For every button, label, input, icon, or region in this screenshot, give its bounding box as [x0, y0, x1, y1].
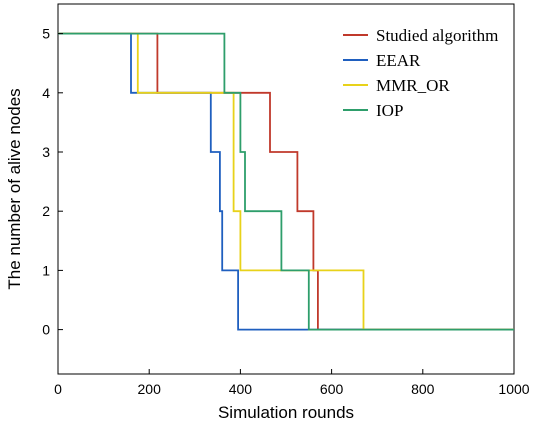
series-line-2	[58, 32, 514, 331]
y-axis-title: The number of alive nodes	[5, 88, 24, 289]
series-line-0	[58, 32, 514, 331]
x-tick-label: 0	[54, 381, 62, 397]
x-tick-label: 400	[229, 381, 253, 397]
legend: Studied algorithm EEAR MMR_OR IOP	[343, 26, 498, 120]
plot-frame	[57, 3, 515, 375]
series-line-1	[58, 32, 514, 331]
y-tick-label: 1	[42, 262, 50, 278]
ticks-layer: 0 200 400 600 800 1000 0 1 2 3 4 5	[42, 26, 530, 397]
y-tick-label: 4	[42, 85, 50, 101]
legend-label-3: IOP	[376, 101, 403, 120]
y-tick-label: 0	[42, 322, 50, 338]
x-tick-label: 1000	[498, 381, 529, 397]
y-tick-label: 3	[42, 144, 50, 160]
x-tick-label: 200	[138, 381, 162, 397]
series-line-3	[58, 32, 514, 331]
legend-label-2: MMR_OR	[376, 76, 450, 95]
legend-label-1: EEAR	[376, 51, 421, 70]
x-tick-label: 800	[411, 381, 435, 397]
y-tick-label: 2	[42, 203, 50, 219]
x-tick-label: 600	[320, 381, 344, 397]
legend-label-0: Studied algorithm	[376, 26, 498, 45]
series-layer	[58, 32, 514, 331]
y-tick-label: 5	[42, 26, 50, 42]
x-axis-title: Simulation rounds	[218, 403, 354, 422]
